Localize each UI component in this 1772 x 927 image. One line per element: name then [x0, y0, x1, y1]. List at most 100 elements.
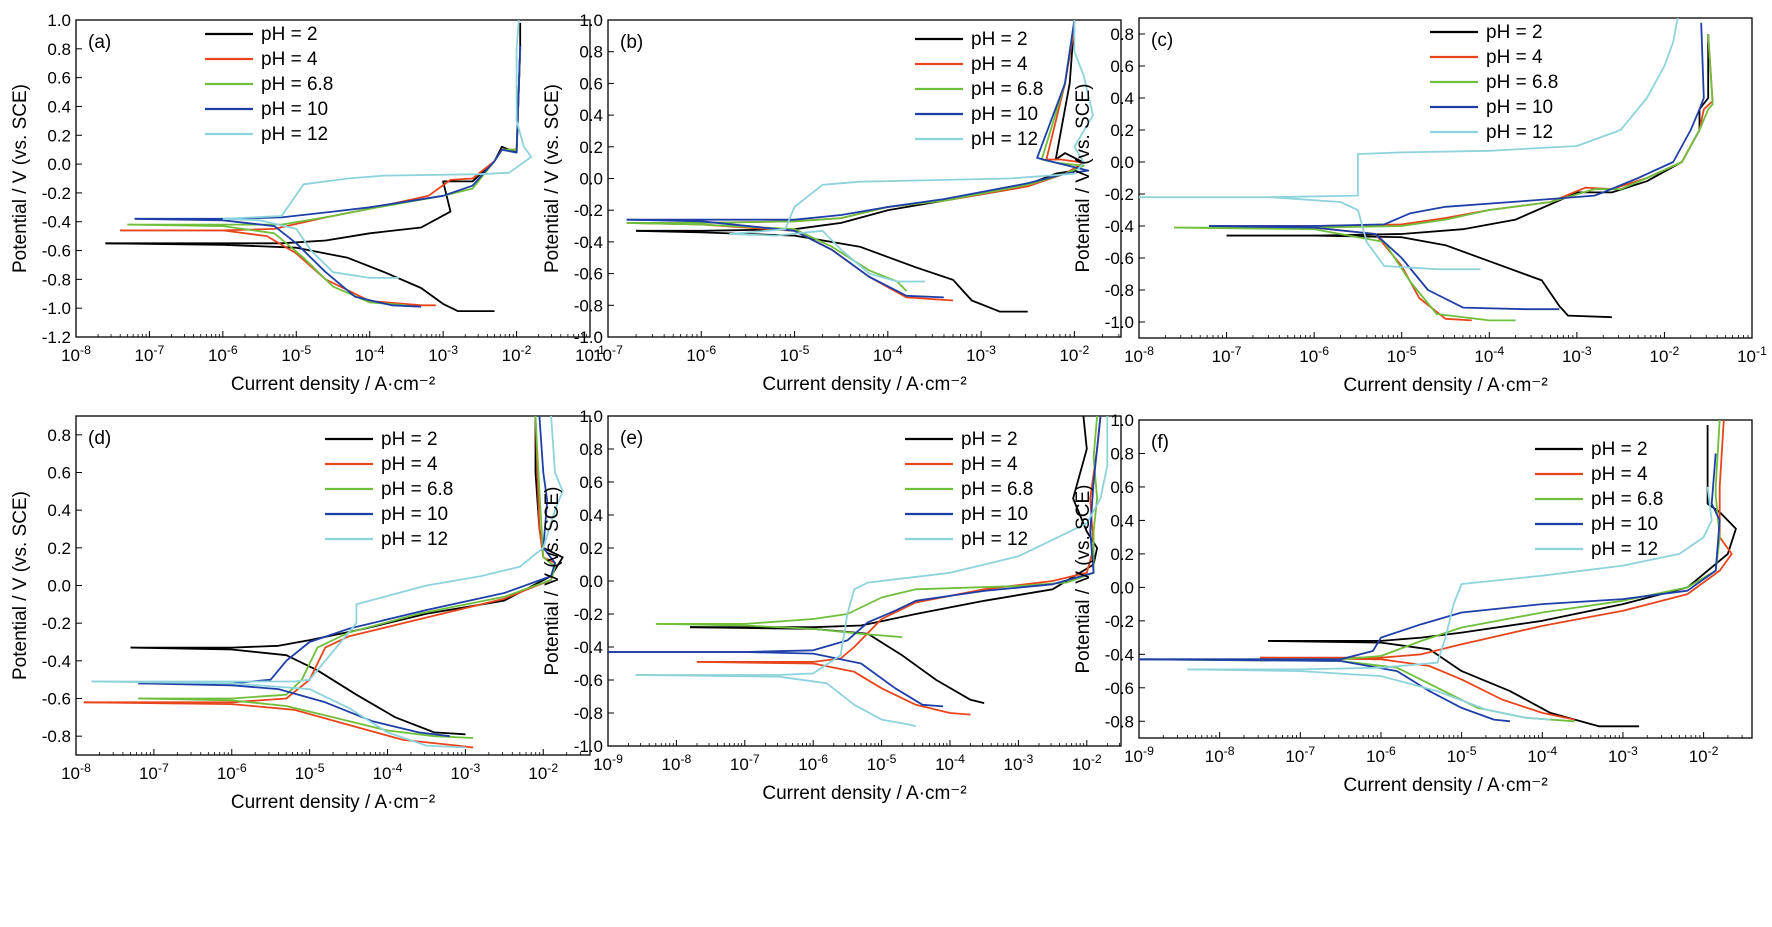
- series-line-6-8: [127, 223, 407, 307]
- legend-entry: pH = 4: [381, 454, 438, 475]
- x-tick-label: 10-3: [1608, 744, 1638, 766]
- series-line-2: [105, 242, 495, 312]
- x-tick-label: 10-5: [1387, 344, 1417, 366]
- x-tick-label: 10-8: [661, 752, 691, 774]
- x-tick-label: 10-5: [295, 761, 325, 783]
- y-tick-label: -0.6: [42, 242, 71, 261]
- series-line-4: [696, 416, 1102, 663]
- x-tick-label: 10-8: [61, 343, 91, 365]
- x-tick-label: 10-8: [1124, 344, 1154, 366]
- y-tick-label: -0.4: [1105, 645, 1134, 664]
- series-group: [626, 20, 1094, 313]
- series-line-4: [1260, 420, 1733, 659]
- y-tick-label: -0.8: [574, 704, 603, 723]
- y-tick-label: -0.4: [574, 638, 603, 657]
- legend-entry: pH = 10: [381, 504, 448, 525]
- series-line-12: [222, 217, 400, 279]
- x-tick-label: 10-5: [867, 752, 897, 774]
- series-line-10: [134, 217, 422, 308]
- y-tick-label: 0.6: [47, 464, 71, 483]
- y-tick-label: -0.2: [574, 201, 603, 220]
- legend-entry: pH = 4: [261, 49, 318, 70]
- y-tick-label: 0.4: [1110, 89, 1134, 108]
- x-tick-label: 10-2: [1072, 752, 1102, 774]
- y-tick-label: 0.6: [579, 74, 603, 93]
- x-axis-label: Current density / A·cm⁻²: [231, 374, 435, 395]
- y-axis-label: Potential / V (vs. SCE): [1073, 83, 1094, 272]
- x-tick-label: 10-1: [1737, 344, 1767, 366]
- y-tick-label: -0.8: [574, 296, 603, 315]
- x-axis-label: Current density / A·cm⁻²: [1343, 375, 1547, 396]
- series-group: [608, 416, 1109, 728]
- legend-entry: pH = 10: [971, 104, 1038, 125]
- legend-entry: pH = 12: [971, 129, 1038, 150]
- series-line-6-8: [1139, 420, 1721, 661]
- series-line-4: [1259, 656, 1575, 721]
- series-line-12: [729, 229, 926, 283]
- chart-panel-b: 10-7 10-6 10-5 10-4 10-3 10-2 -1.0 -0.8 -0.6 -0.4…: [542, 11, 1122, 395]
- y-tick-label: 0.8: [1110, 25, 1134, 44]
- x-axis-label: Current density / A·cm⁻²: [231, 792, 435, 813]
- y-tick-label: 0.2: [1110, 545, 1134, 564]
- x-tick-label: 10-9: [593, 752, 623, 774]
- chart-panel-f: 10-9 10-8 10-7 10-6 10-5 10-4 10-3 10-2 -0.8 -0.6…: [1073, 411, 1753, 796]
- x-tick-label: 10-6: [208, 343, 238, 365]
- y-tick-label: -0.4: [1105, 217, 1134, 236]
- legend-entry: pH = 4: [971, 54, 1028, 75]
- series-line-2: [1268, 640, 1640, 728]
- y-tick-label: 0.0: [579, 572, 603, 591]
- y-tick-label: 0.0: [1110, 578, 1134, 597]
- chart-panel-e: 10-9 10-8 10-7 10-6 10-5 10-4 10-3 10-2 -1.0 -0.8…: [542, 407, 1122, 804]
- y-tick-label: 0.2: [579, 138, 603, 157]
- y-tick-label: -1.0: [42, 299, 71, 318]
- x-tick-label: 10-6: [1366, 744, 1396, 766]
- series-line-10: [608, 416, 1102, 653]
- x-tick-label: 10-4: [935, 752, 965, 774]
- chart-panel-d: 10-8 10-7 10-6 10-5 10-4 10-3 10-2 -0.8 -0.6 -0.4…: [10, 415, 591, 813]
- x-tick-label: 10-7: [1285, 744, 1315, 766]
- series-line-4: [83, 701, 474, 749]
- legend-entry: pH = 6.8: [961, 479, 1033, 500]
- series-line-10: [1139, 453, 1721, 661]
- legend-entry: pH = 4: [1486, 47, 1543, 68]
- y-tick-label: -0.4: [42, 652, 71, 671]
- y-tick-label: 0.8: [47, 426, 71, 445]
- y-tick-label: 0.6: [579, 473, 603, 492]
- series-line-10: [138, 682, 450, 738]
- x-tick-label: 10-3: [1562, 344, 1592, 366]
- x-tick-label: 10-7: [593, 343, 623, 365]
- x-tick-label: 10-4: [873, 343, 903, 365]
- series-line-2: [1226, 34, 1710, 237]
- y-tick-label: 1.0: [1110, 411, 1134, 430]
- series-line-2: [130, 416, 564, 649]
- series-line-6-8: [655, 623, 903, 638]
- legend-entry: pH = 6.8: [971, 79, 1043, 100]
- y-tick-label: 0.0: [1110, 153, 1134, 172]
- legend-entry: pH = 12: [961, 529, 1028, 550]
- y-tick-label: -0.6: [42, 690, 71, 709]
- y-tick-label: -0.2: [42, 614, 71, 633]
- series-line-10: [1209, 225, 1560, 311]
- y-tick-label: 1.0: [579, 11, 603, 30]
- series-line-10: [626, 20, 1090, 221]
- panel-label: (a): [88, 32, 111, 53]
- y-tick-label: -0.8: [1105, 281, 1134, 300]
- y-tick-label: 0.0: [47, 577, 71, 596]
- x-tick-label: 10-6: [686, 343, 716, 365]
- y-axis-label: Potential / V (vs. SCE): [1073, 484, 1094, 673]
- legend-entry: pH = 6.8: [1591, 489, 1663, 510]
- series-line-4: [120, 229, 436, 307]
- y-tick-label: -0.4: [42, 213, 71, 232]
- x-tick-label: 10-5: [1447, 744, 1477, 766]
- x-tick-label: 10-4: [373, 761, 403, 783]
- series-line-12: [1139, 18, 1679, 199]
- legend-entry: pH = 4: [1591, 464, 1648, 485]
- legend-entry: pH = 6.8: [261, 74, 333, 95]
- series-line-2: [636, 20, 1085, 232]
- x-tick-label: 10-4: [1527, 744, 1557, 766]
- series-group: [105, 20, 533, 312]
- plot-frame: [75, 19, 591, 338]
- x-tick-label: 10-2: [1689, 744, 1719, 766]
- x-tick-label: 10-3: [428, 343, 458, 365]
- plot-frame: [1138, 17, 1753, 339]
